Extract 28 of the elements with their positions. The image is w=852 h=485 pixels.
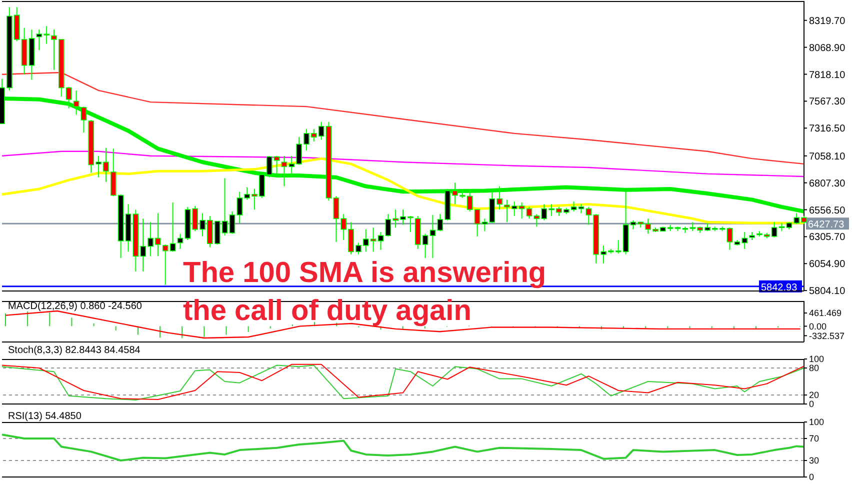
y-tick-label: 20 bbox=[809, 390, 820, 400]
chart-title: Stoch(8,3,3) 82.8443 84.4584 bbox=[8, 345, 140, 356]
y-tick-label: 0 bbox=[809, 399, 814, 410]
y-tick-label: 70 bbox=[809, 434, 820, 444]
y-tick-label: -332.537 bbox=[809, 330, 845, 341]
y-tick-label: 7316.50 bbox=[809, 124, 846, 135]
y-tick-label: 6305.70 bbox=[809, 232, 846, 244]
y-tick-label: 5804.10 bbox=[809, 286, 846, 298]
y-tick-label: 7818.10 bbox=[809, 70, 846, 81]
ref-line-label: 6427.73 bbox=[808, 220, 845, 231]
y-tick-label: 30 bbox=[809, 456, 820, 466]
y-tick-label: 6556.50 bbox=[809, 205, 846, 216]
y-tick-label: 0 bbox=[809, 472, 814, 482]
y-tick-label: 100 bbox=[809, 354, 824, 364]
y-tick-label: 6807.30 bbox=[809, 178, 846, 190]
y-tick-label: 7567.30 bbox=[809, 96, 846, 108]
y-tick-label: 7058.10 bbox=[809, 151, 846, 162]
y-tick-label: 8068.90 bbox=[809, 42, 846, 54]
y-tick-label: 6054.90 bbox=[809, 259, 846, 270]
y-tick-label: 0.00 bbox=[809, 321, 827, 332]
annotation: The 100 SMA is answering the call of duty again bbox=[183, 256, 548, 329]
y-tick-label: 8319.70 bbox=[809, 16, 846, 27]
chart-title: MACD(12,26,9) 0.860 -24.560 bbox=[8, 301, 142, 312]
y-tick-label: 461.469 bbox=[809, 308, 842, 318]
y-tick-label: 100 bbox=[809, 417, 824, 428]
y-tick-label: 80 bbox=[809, 363, 820, 374]
ref-line-label: 5842.93 bbox=[761, 282, 798, 294]
chart-title: RSI(13) 54.4850 bbox=[8, 411, 82, 422]
